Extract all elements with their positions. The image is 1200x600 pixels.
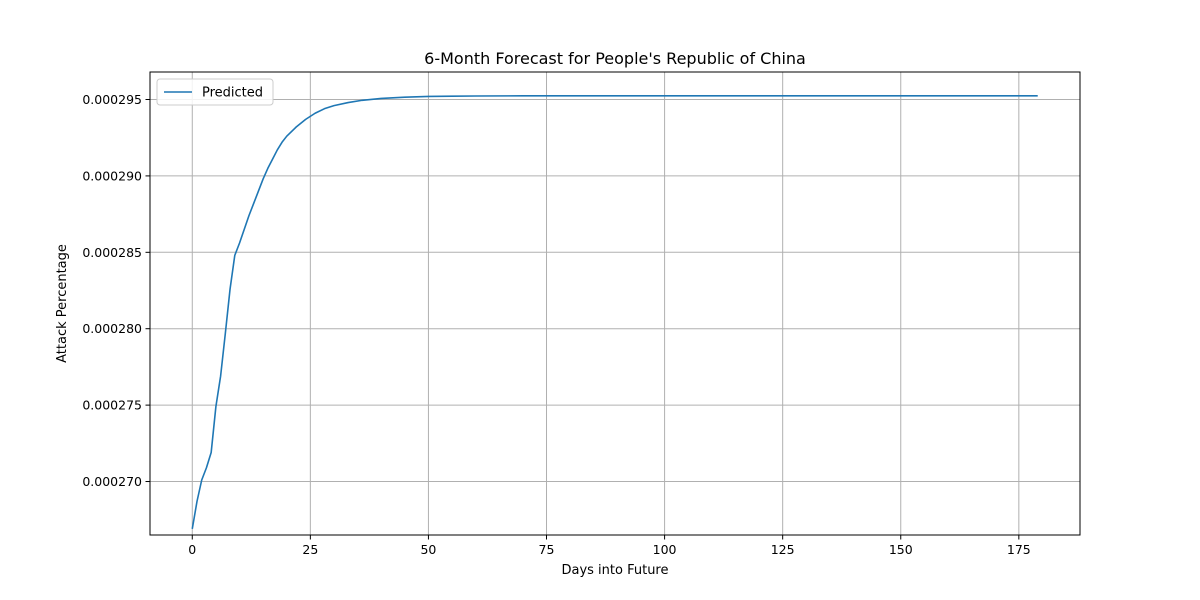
y-tick-label: 0.000270 — [82, 474, 142, 489]
series-layer — [191, 95, 1038, 530]
plot-area-frame — [149, 71, 1081, 536]
x-tick-label: 75 — [539, 542, 555, 557]
legend-box — [156, 78, 274, 106]
y-axis-label: Attack Percentage — [55, 244, 70, 363]
x-axis-ticks: 0 25 50 75 100 125 150 175 — [188, 535, 1031, 557]
y-tick-label: 0.000285 — [82, 245, 142, 260]
legend: Predicted — [156, 78, 274, 106]
y-tick-label: 0.000295 — [82, 92, 142, 107]
x-tick-label: 0 — [188, 542, 196, 557]
series-line-predicted — [191, 95, 1038, 530]
x-axis-label: Days into Future — [561, 563, 668, 578]
grid-lines — [150, 72, 1080, 535]
y-tick-label: 0.000280 — [82, 321, 142, 336]
x-tick-label: 100 — [653, 542, 677, 557]
x-tick-label: 175 — [1007, 542, 1031, 557]
x-tick-label: 150 — [889, 542, 913, 557]
x-tick-label: 125 — [771, 542, 795, 557]
x-tick-label: 25 — [302, 542, 318, 557]
y-axis-ticks: 0.000270 0.000275 0.000280 0.000285 0.000290… — [82, 92, 150, 489]
y-tick-label: 0.000290 — [82, 168, 142, 183]
y-tick-label: 0.000275 — [82, 398, 142, 413]
chart-title: 6-Month Forecast for People's Republic o… — [424, 49, 806, 68]
x-tick-label: 50 — [420, 542, 436, 557]
legend-label: Predicted — [202, 86, 263, 101]
